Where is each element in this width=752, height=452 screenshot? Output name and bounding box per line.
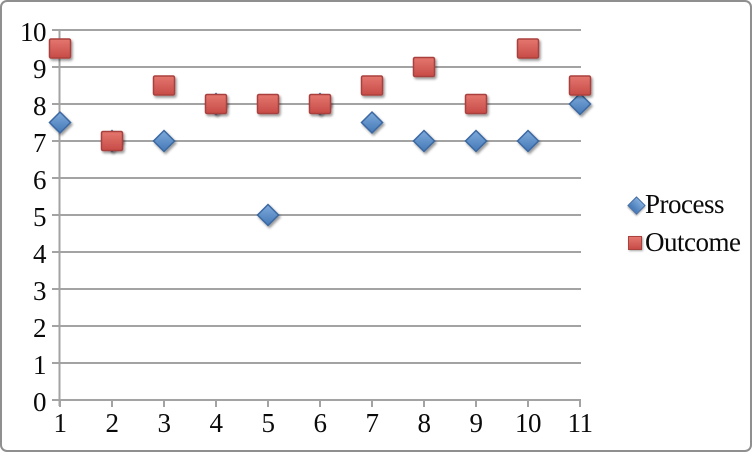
- y-tick-label: 0: [33, 387, 46, 417]
- outcome-square-icon: [627, 234, 644, 251]
- legend-label-outcome: Outcome: [645, 227, 741, 257]
- y-tick-label: 6: [33, 165, 46, 195]
- x-tick-label: 2: [106, 408, 119, 438]
- y-tick-label: 2: [33, 313, 46, 343]
- data-point-process: [256, 203, 280, 227]
- data-point-process: [360, 110, 384, 135]
- y-tick-label: 7: [33, 128, 46, 158]
- data-point-outcome: [360, 75, 384, 96]
- data-point-process: [516, 129, 540, 153]
- y-tick-label: 1: [33, 350, 46, 380]
- data-point-outcome: [48, 38, 72, 59]
- data-point-outcome: [412, 56, 436, 78]
- data-point-outcome: [256, 93, 280, 115]
- x-tick-label: 11: [568, 408, 593, 438]
- y-tick-label: 9: [33, 54, 46, 84]
- legend-item-process: Process: [627, 189, 740, 219]
- data-point-process: [412, 129, 436, 153]
- data-point-outcome: [568, 75, 592, 96]
- data-point-outcome: [308, 93, 332, 115]
- x-tick-label: 9: [470, 408, 483, 438]
- data-point-outcome: [516, 38, 540, 59]
- x-tick-label: 10: [515, 408, 541, 438]
- legend-item-outcome: Outcome: [627, 227, 741, 257]
- x-tick-label: 3: [158, 408, 171, 438]
- data-point-process: [568, 92, 592, 116]
- y-tick-label: 10: [20, 17, 46, 47]
- legend-label-process: Process: [645, 189, 725, 219]
- data-point-process: [48, 110, 72, 135]
- x-tick-label: 1: [54, 408, 67, 438]
- x-tick-label: 5: [262, 408, 275, 438]
- x-tick-label: 8: [418, 408, 431, 438]
- data-point-outcome: [152, 75, 176, 96]
- y-tick-label: 8: [33, 91, 46, 121]
- process-diamond-icon: [627, 196, 646, 215]
- chart-legend: Process Outcome: [627, 189, 741, 257]
- x-tick-label: 4: [210, 408, 224, 438]
- data-point-outcome: [100, 130, 124, 152]
- data-point-outcome: [464, 93, 488, 115]
- y-tick-label: 4: [33, 239, 47, 269]
- x-tick-label: 6: [314, 408, 327, 438]
- data-point-outcome: [204, 93, 228, 115]
- data-point-process: [464, 129, 488, 153]
- y-tick-label: 3: [33, 276, 46, 306]
- data-point-process: [152, 129, 176, 153]
- x-tick-label: 7: [366, 408, 379, 438]
- y-tick-label: 5: [33, 202, 46, 232]
